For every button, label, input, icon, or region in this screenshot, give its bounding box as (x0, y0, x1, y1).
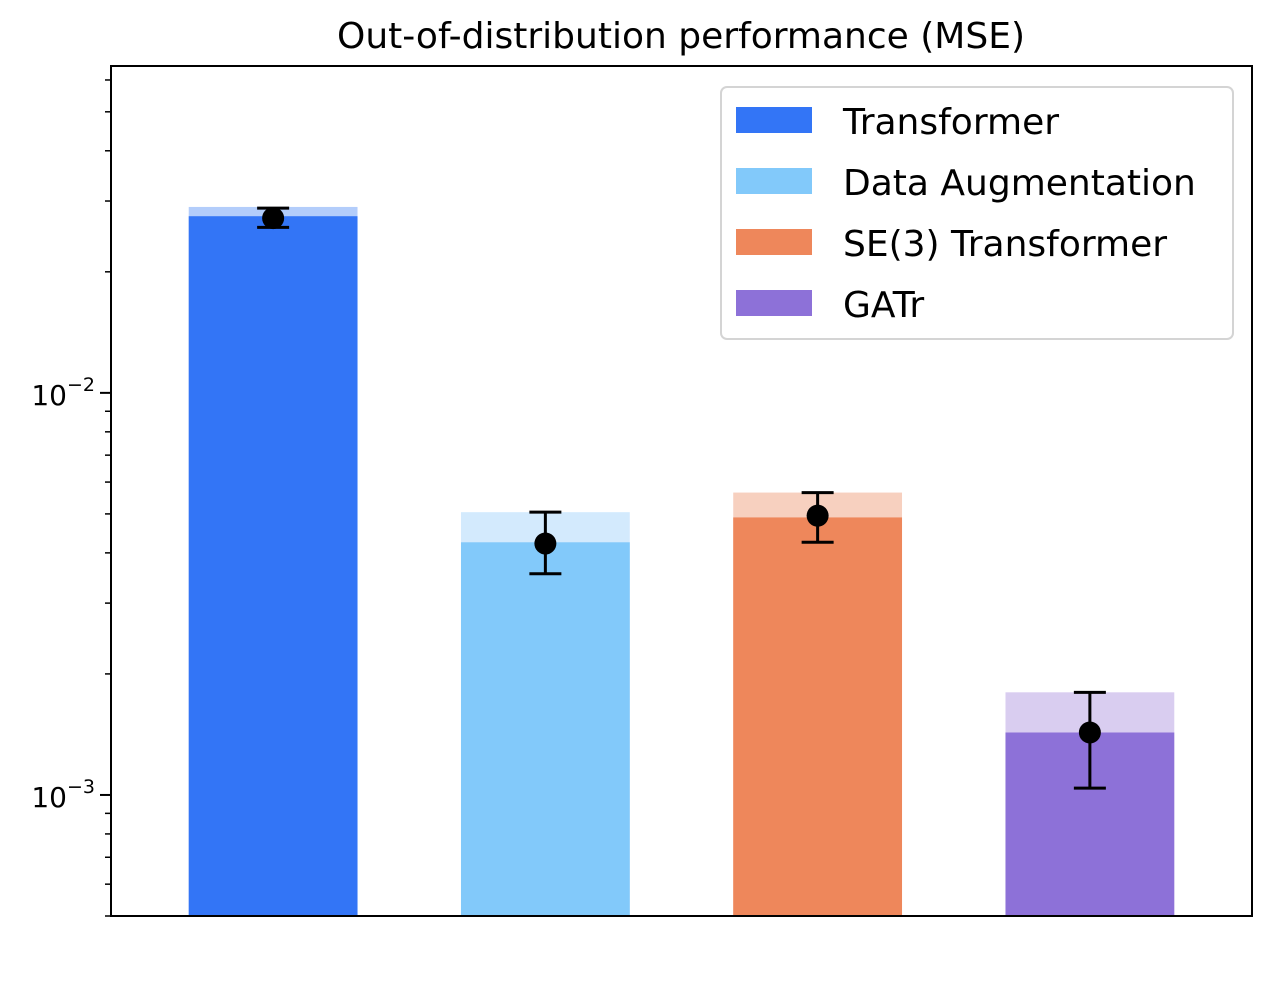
y-axis: 10−2 10−3 (31, 79, 111, 917)
legend-swatch-1 (736, 168, 812, 194)
legend-label-2: SE(3) Transformer (843, 224, 1167, 265)
legend-label-0: Transformer (842, 102, 1059, 143)
bar-2 (733, 517, 903, 916)
legend-swatch-3 (736, 290, 812, 316)
data-point-1 (534, 532, 557, 555)
legend-swatch-2 (736, 229, 812, 255)
legend-swatch-0 (736, 107, 812, 133)
legend-frame (720, 86, 1234, 340)
y-tick-label-0: 10−2 (31, 374, 95, 412)
data-point-2 (806, 504, 829, 527)
error-bars-layer (257, 206, 1106, 790)
bars-layer (188, 206, 1175, 917)
plot-area-frame (110, 65, 1253, 917)
bar-1 (460, 542, 630, 916)
data-point-0 (262, 207, 285, 230)
bar-0 (188, 216, 358, 916)
legend-label-3: GATr (843, 285, 924, 326)
chart-title: Out-of-distribution performance (MSE) (337, 16, 1025, 57)
legend-label-1: Data Augmentation (843, 163, 1196, 204)
legend: Transformer Data Augmentation SE(3) Transf… (720, 86, 1234, 340)
y-tick-label-1: 10−3 (31, 776, 95, 814)
data-point-3 (1078, 721, 1101, 744)
